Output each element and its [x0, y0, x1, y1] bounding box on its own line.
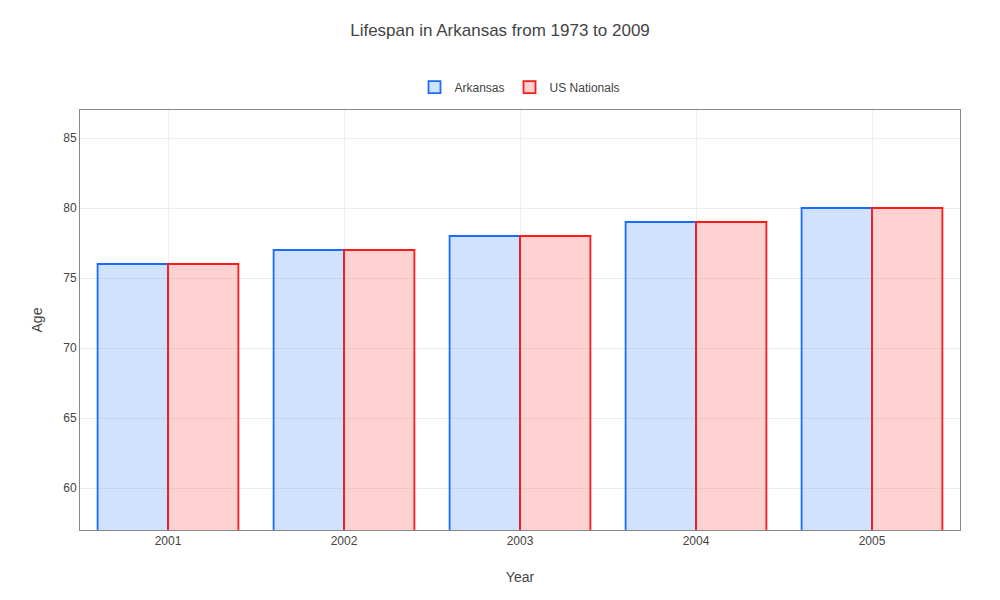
svg-text:Age: Age: [29, 307, 45, 332]
svg-text:2005: 2005: [859, 534, 886, 548]
svg-text:2001: 2001: [155, 534, 182, 548]
svg-text:2004: 2004: [683, 534, 710, 548]
svg-text:70: 70: [63, 341, 77, 355]
svg-text:US Nationals: US Nationals: [550, 81, 620, 95]
svg-text:Arkansas: Arkansas: [455, 81, 505, 95]
svg-text:75: 75: [63, 271, 77, 285]
svg-text:60: 60: [63, 481, 77, 495]
svg-text:Year: Year: [506, 569, 535, 585]
svg-text:Lifespan in Arkansas from 1973: Lifespan in Arkansas from 1973 to 2009: [350, 21, 650, 40]
svg-text:2002: 2002: [331, 534, 358, 548]
svg-text:80: 80: [63, 201, 77, 215]
svg-text:65: 65: [63, 411, 77, 425]
svg-text:2003: 2003: [507, 534, 534, 548]
svg-text:85: 85: [63, 131, 77, 145]
